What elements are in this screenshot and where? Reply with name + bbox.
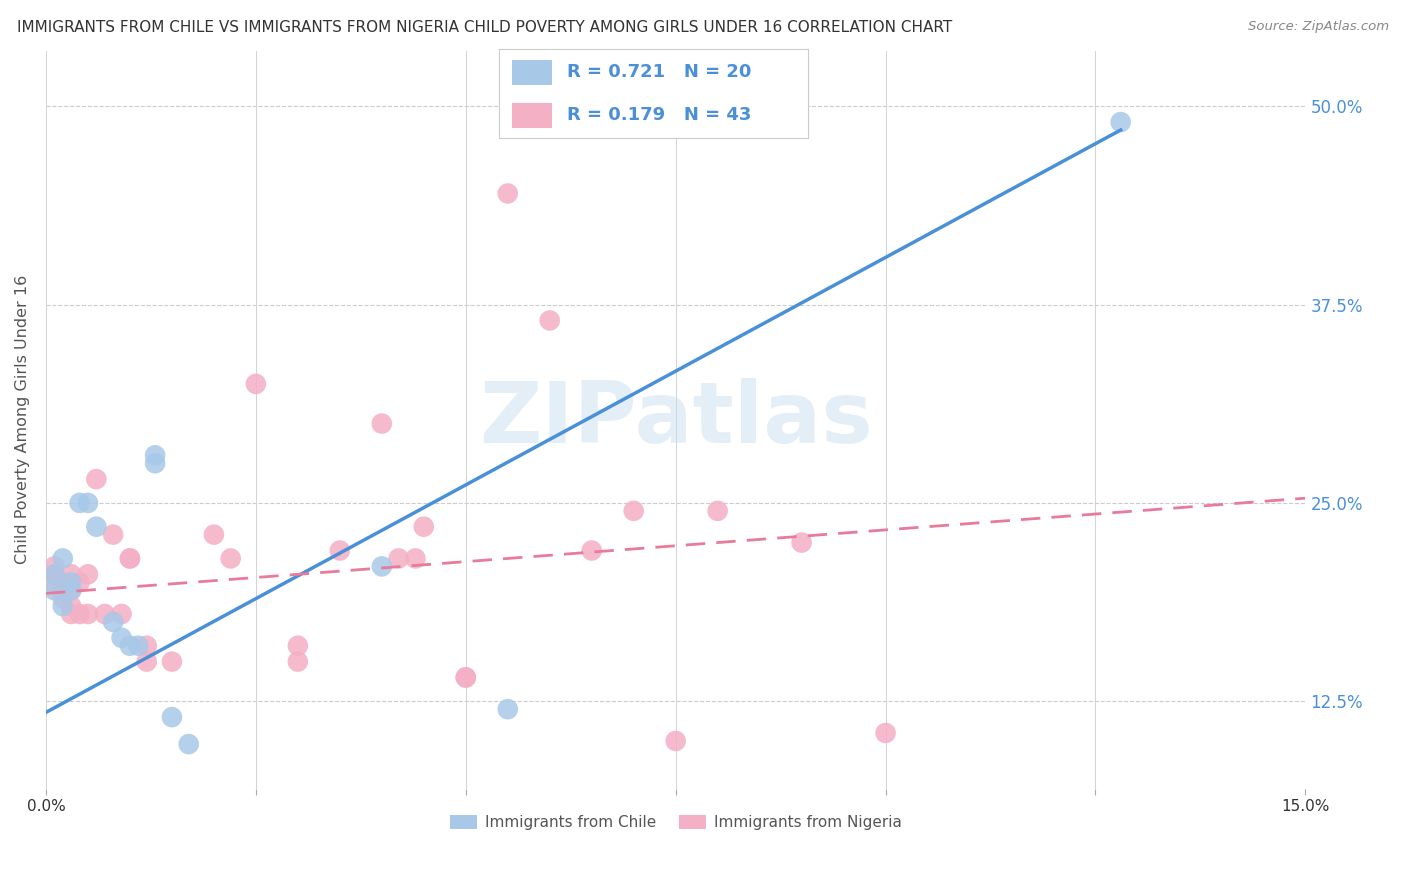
Point [177,737,200,751]
Point [160,710,183,724]
Point [69,607,91,621]
Point [329,543,352,558]
Point [44,567,66,582]
Point [287,639,309,653]
Text: R = 0.179   N = 43: R = 0.179 N = 43 [567,106,752,124]
Y-axis label: Child Poverty Among Girls Under 16: Child Poverty Among Girls Under 16 [15,275,30,565]
Point [101,615,124,629]
Point [118,551,141,566]
Point [135,639,157,653]
Point [60,567,83,582]
Point [118,551,141,566]
Point [202,527,225,541]
Legend: Immigrants from Chile, Immigrants from Nigeria: Immigrants from Chile, Immigrants from N… [443,809,908,836]
Point [77,496,100,510]
Point [86,472,108,486]
Point [790,535,813,549]
Point [44,567,66,582]
Point [60,583,83,598]
Text: ZIPatlas: ZIPatlas [479,378,873,461]
Point [454,670,477,684]
Point [69,496,91,510]
Point [60,583,83,598]
Point [623,504,645,518]
Point [52,583,75,598]
Point [496,702,519,716]
Point [110,631,132,645]
Point [371,559,394,574]
Point [127,639,149,653]
Point [86,519,108,533]
Point [44,583,66,598]
Point [706,504,728,518]
Point [160,655,183,669]
Point [665,734,688,748]
FancyBboxPatch shape [512,103,551,128]
Point [404,551,426,566]
Point [60,575,83,590]
Point [388,551,411,566]
Point [110,607,132,621]
Point [52,591,75,606]
Text: R = 0.721   N = 20: R = 0.721 N = 20 [567,63,752,81]
Point [245,376,267,391]
Point [581,543,603,558]
Point [875,726,897,740]
Point [69,575,91,590]
Point [412,519,434,533]
Point [52,551,75,566]
FancyBboxPatch shape [512,60,551,85]
Point [77,567,100,582]
Point [52,575,75,590]
Point [135,655,157,669]
Point [77,607,100,621]
Point [101,527,124,541]
Point [1109,115,1132,129]
Point [93,607,115,621]
Point [44,575,66,590]
Text: IMMIGRANTS FROM CHILE VS IMMIGRANTS FROM NIGERIA CHILD POVERTY AMONG GIRLS UNDER: IMMIGRANTS FROM CHILE VS IMMIGRANTS FROM… [17,20,952,35]
Point [52,599,75,613]
Point [44,559,66,574]
Point [538,313,561,327]
Text: Source: ZipAtlas.com: Source: ZipAtlas.com [1249,20,1389,33]
Point [371,417,394,431]
Point [60,607,83,621]
Point [219,551,242,566]
Point [287,655,309,669]
Point [143,456,166,470]
Point [496,186,519,201]
Point [60,599,83,613]
Point [118,639,141,653]
Point [143,448,166,462]
Point [454,670,477,684]
